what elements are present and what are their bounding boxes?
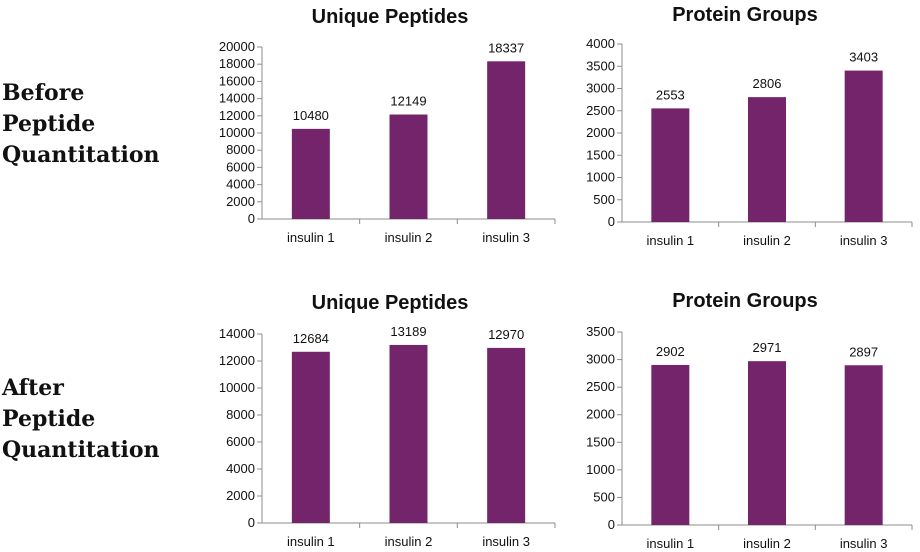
y-tick-label: 4000 <box>226 461 255 476</box>
y-tick-label: 0 <box>248 211 255 226</box>
y-tick-label: 500 <box>593 489 615 504</box>
chart-unique-peptides-after: Unique Peptides 0 2000 4000 6000 8000 10000 12… <box>210 285 570 552</box>
bar <box>291 351 330 523</box>
chart-title: Protein Groups <box>672 290 818 312</box>
chart-title: Unique Peptides <box>311 292 469 314</box>
x-tick-label: insulin 1 <box>287 230 335 245</box>
y-tick-label: 0 <box>608 517 615 532</box>
y-tick-label: 14000 <box>219 91 255 106</box>
row-label-after: After Peptide Quantitation <box>2 373 160 466</box>
y-tick-label: 8000 <box>226 142 255 157</box>
data-label: 10480 <box>293 108 329 123</box>
y-tick-label: 1000 <box>586 462 615 477</box>
y-tick-label: 0 <box>248 515 255 530</box>
y-tick-label: 2500 <box>586 103 615 118</box>
y-tick-label: 2000 <box>586 407 615 422</box>
bar <box>651 364 690 525</box>
x-tick-label: insulin 3 <box>840 233 888 248</box>
y-tick-label: 2000 <box>226 488 255 503</box>
y-tick-label: 1500 <box>586 147 615 162</box>
bar-chart-svg: 0 2000 4000 6000 8000 10000 12000 14000 16000 180… <box>219 39 556 245</box>
y-tick-label: 500 <box>593 192 615 207</box>
bar <box>651 108 690 222</box>
y-tick-label: 20000 <box>219 39 255 54</box>
y-tick-label: 3000 <box>586 352 615 367</box>
bar <box>389 114 428 219</box>
x-tick-label: insulin 3 <box>482 534 530 549</box>
bar <box>487 347 526 523</box>
y-tick-label: 4000 <box>226 177 255 192</box>
data-label: 18337 <box>488 40 524 55</box>
bar <box>844 365 883 525</box>
row-label-line: After <box>2 375 64 401</box>
bar-chart-svg: 0 500 1000 1500 2000 2500 3000 3500 4000 2553 insu… <box>586 36 913 248</box>
y-tick-label: 6000 <box>226 159 255 174</box>
y-tick-label: 12000 <box>219 108 255 123</box>
data-label: 3403 <box>849 50 878 65</box>
x-tick-label: insulin 1 <box>287 534 335 549</box>
x-tick-label: insulin 1 <box>646 536 694 551</box>
y-tick-label: 3500 <box>586 58 615 73</box>
y-tick-label: 12000 <box>219 353 255 368</box>
row-label-line: Peptide <box>2 111 96 137</box>
bar <box>748 97 786 222</box>
y-tick-label: 2000 <box>226 194 255 209</box>
y-tick-label: 1000 <box>586 170 615 185</box>
y-tick-label: 3000 <box>586 81 615 96</box>
data-label: 12149 <box>390 94 426 109</box>
y-tick-label: 18000 <box>219 56 255 71</box>
y-tick-label: 8000 <box>226 407 255 422</box>
x-tick-label: insulin 2 <box>385 230 433 245</box>
row-label-line: Quantitation <box>2 437 160 463</box>
bar <box>389 344 428 523</box>
row-label-before: Before Peptide Quantitation <box>2 78 160 171</box>
data-label: 2971 <box>753 340 782 355</box>
row-label-line: Before <box>2 80 85 106</box>
x-tick-label: insulin 2 <box>743 233 791 248</box>
y-tick-label: 10000 <box>219 125 255 140</box>
data-label: 12684 <box>293 331 329 346</box>
chart-title: Unique Peptides <box>311 6 469 28</box>
bar <box>844 70 883 222</box>
data-label: 13189 <box>390 324 426 339</box>
data-label: 2902 <box>656 344 685 359</box>
bar-chart-svg: 0 500 1000 1500 2000 2500 3000 3500 2902 insulin … <box>586 324 913 551</box>
x-tick-label: insulin 2 <box>385 534 433 549</box>
x-tick-label: insulin 1 <box>646 233 694 248</box>
y-tick-label: 0 <box>608 214 615 229</box>
y-tick-label: 14000 <box>219 326 255 341</box>
data-label: 2553 <box>656 87 685 102</box>
y-tick-label: 6000 <box>226 434 255 449</box>
y-tick-label: 2000 <box>586 125 615 140</box>
x-tick-label: insulin 2 <box>743 536 791 551</box>
y-tick-label: 10000 <box>219 380 255 395</box>
data-label: 2806 <box>753 76 782 91</box>
data-label: 2897 <box>849 344 878 359</box>
chart-protein-groups-after: Protein Groups 0 500 1000 1500 2000 2500 3000 3… <box>570 285 920 552</box>
y-tick-label: 4000 <box>586 36 615 51</box>
chart-title: Protein Groups <box>672 4 818 26</box>
bar <box>487 61 526 219</box>
chart-unique-peptides-before: Unique Peptides 0 2000 4000 6000 8000 10000 12… <box>210 0 570 260</box>
chart-protein-groups-before: Protein Groups 0 500 1000 1500 2000 2500 3000 3… <box>570 0 920 260</box>
bar <box>291 128 330 219</box>
x-tick-label: insulin 3 <box>482 230 530 245</box>
bar-chart-svg: 0 2000 4000 6000 8000 10000 12000 14000 12684 ins… <box>219 324 556 549</box>
y-tick-label: 16000 <box>219 73 255 88</box>
y-tick-label: 1500 <box>586 434 615 449</box>
bar <box>748 361 786 525</box>
data-label: 12970 <box>488 327 524 342</box>
row-label-line: Peptide <box>2 406 96 432</box>
y-tick-label: 3500 <box>586 324 615 339</box>
x-tick-label: insulin 3 <box>840 536 888 551</box>
row-label-line: Quantitation <box>2 142 160 168</box>
y-tick-label: 2500 <box>586 379 615 394</box>
